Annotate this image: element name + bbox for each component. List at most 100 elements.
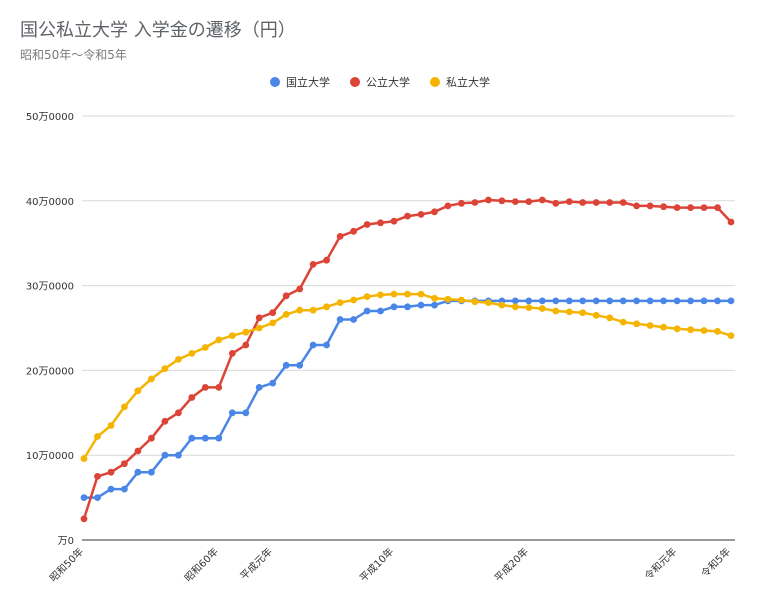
data-point: [188, 350, 196, 357]
data-point: [215, 336, 223, 344]
legend-marker: [270, 77, 280, 87]
data-point: [336, 299, 344, 306]
data-point: [148, 375, 155, 383]
data-point: [687, 297, 694, 305]
data-point: [161, 365, 169, 373]
data-point: [228, 409, 236, 417]
data-point: [619, 297, 627, 305]
data-point: [255, 384, 263, 391]
data-point: [444, 202, 452, 210]
data-point: [592, 199, 600, 206]
data-point: [633, 202, 640, 210]
data-point: [228, 332, 236, 339]
data-point: [404, 303, 411, 311]
data-point: [592, 297, 600, 305]
data-point: [431, 208, 438, 216]
data-point: [323, 341, 330, 349]
data-point: [188, 394, 196, 401]
data-point: [417, 290, 425, 298]
data-point: [579, 199, 587, 206]
data-point: [498, 301, 506, 309]
data-point: [188, 434, 196, 442]
data-point: [282, 361, 290, 369]
data-point: [309, 341, 317, 349]
data-point: [660, 297, 667, 305]
y-tick-label: 50万0000: [26, 112, 74, 123]
data-point: [431, 301, 438, 309]
legend-marker: [350, 77, 360, 87]
data-point: [579, 309, 587, 317]
data-point: [377, 219, 384, 227]
data-point: [134, 387, 142, 395]
data-point: [377, 291, 384, 299]
data-point: [94, 473, 101, 480]
data-point: [309, 261, 317, 268]
data-point: [565, 297, 573, 305]
data-point: [727, 297, 735, 305]
data-point: [296, 285, 304, 293]
y-tick-label: 10万0000: [26, 451, 74, 462]
data-point: [660, 203, 667, 211]
x-tick-label: 令和5年: [698, 545, 733, 580]
data-point: [336, 316, 344, 323]
chart-title: 国公私立大学 入学金の遷移（円）: [20, 20, 296, 41]
data-point: [107, 468, 115, 476]
data-point: [714, 204, 721, 212]
y-tick-label: 20万0000: [26, 366, 74, 377]
data-point: [323, 256, 330, 264]
data-point: [646, 297, 654, 305]
data-point: [390, 217, 398, 225]
data-point: [458, 199, 465, 207]
data-point: [660, 323, 667, 331]
data-point: [687, 326, 694, 334]
data-point: [444, 295, 452, 303]
data-point: [552, 199, 560, 207]
data-point: [431, 294, 438, 302]
data-point: [606, 314, 614, 322]
legend-marker: [430, 77, 440, 87]
data-point: [323, 303, 330, 311]
data-point: [255, 314, 263, 322]
data-point: [107, 485, 115, 493]
data-point: [673, 297, 681, 305]
data-point: [619, 318, 627, 326]
legend-label: 公立大学: [366, 75, 410, 89]
data-point: [121, 460, 128, 468]
data-point: [417, 301, 425, 309]
data-point: [282, 292, 290, 300]
x-tick-label: 昭和60年: [182, 545, 221, 584]
data-point: [417, 211, 425, 218]
data-point: [242, 328, 250, 336]
data-point: [714, 328, 721, 335]
data-point: [242, 341, 250, 349]
data-point: [282, 311, 290, 318]
data-point: [700, 327, 708, 334]
data-point: [525, 297, 533, 305]
x-tick-label: 令和元年: [642, 545, 679, 582]
data-point: [552, 297, 560, 305]
data-point: [673, 325, 681, 333]
data-point: [606, 297, 614, 305]
data-point: [121, 403, 128, 411]
legend-label: 国立大学: [286, 75, 330, 89]
data-point: [134, 468, 142, 476]
data-point: [538, 196, 546, 204]
data-point: [565, 308, 573, 316]
data-point: [404, 290, 411, 298]
data-point: [350, 296, 357, 304]
data-point: [592, 311, 600, 319]
data-point: [687, 204, 694, 212]
data-point: [242, 409, 250, 417]
data-point: [485, 299, 492, 306]
data-point: [296, 306, 304, 314]
y-tick-label: 30万0000: [26, 282, 74, 293]
data-point: [525, 304, 533, 311]
data-point: [714, 297, 721, 305]
data-point: [175, 409, 182, 417]
data-point: [107, 422, 115, 429]
data-point: [471, 199, 479, 206]
data-point: [606, 199, 614, 206]
data-point: [565, 198, 573, 206]
data-point: [350, 227, 357, 235]
data-point: [134, 447, 142, 455]
